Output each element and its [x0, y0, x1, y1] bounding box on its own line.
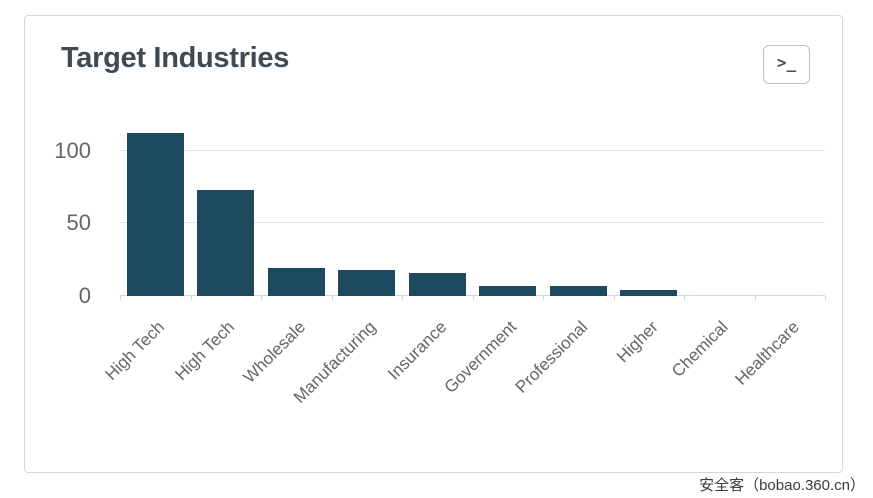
x-axis-tick	[754, 296, 756, 300]
bar-higher[interactable]	[620, 290, 678, 296]
bar-high-tech[interactable]	[197, 190, 255, 296]
bar-insurance[interactable]	[408, 272, 466, 296]
x-axis-line	[120, 295, 825, 296]
x-axis-tick	[120, 296, 121, 300]
x-axis-tick	[331, 296, 333, 300]
panel-title: Target Industries	[61, 42, 290, 74]
target-industries-panel: Target Industries >_ 0 50 100 High Tech High…	[24, 15, 843, 473]
bar-professional[interactable]	[549, 285, 607, 296]
y-axis-tick-label: 0	[78, 283, 91, 308]
x-axis-tick	[190, 296, 192, 300]
x-axis-category-label: Wholesale	[239, 317, 309, 387]
x-axis-category-label: Higher	[612, 317, 662, 367]
bar-chart-plot: 0 50 100 High Tech High Tech Wholesale Manufac…	[54, 116, 826, 407]
x-axis-tick	[684, 296, 685, 300]
x-axis-tick	[613, 296, 615, 300]
terminal-prompt-icon: >_	[776, 52, 797, 72]
x-axis-category-label: Insurance	[383, 317, 450, 384]
bar-government[interactable]	[479, 285, 537, 296]
x-axis-category-label: Government	[440, 317, 521, 397]
bar-manufacturing[interactable]	[338, 269, 396, 296]
y-axis-tick-label: 100	[54, 137, 91, 163]
watermark-text: 安全客（bobao.360.cn）	[699, 477, 865, 494]
open-in-search-button[interactable]: >_	[763, 45, 810, 84]
x-axis-category-label: High Tech	[171, 317, 239, 384]
x-axis-category-label: Professional	[511, 317, 591, 397]
gridline	[120, 222, 825, 224]
bar-high-tech[interactable]	[126, 133, 184, 296]
x-axis-tick	[402, 296, 403, 300]
x-axis-tick	[543, 296, 544, 300]
x-axis-category-label: Chemical	[668, 317, 732, 381]
x-axis-category-label: Healthcare	[730, 317, 803, 389]
y-axis-tick-label: 50	[66, 210, 91, 236]
bar-wholesale[interactable]	[267, 268, 325, 296]
x-axis-tick	[472, 296, 474, 300]
x-axis-tick	[261, 296, 262, 300]
gridline	[120, 149, 825, 151]
x-axis-tick	[825, 296, 826, 300]
x-axis-category-label: High Tech	[101, 317, 168, 384]
